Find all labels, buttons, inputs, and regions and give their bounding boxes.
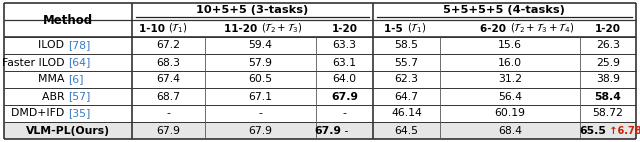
Text: 11-20: 11-20 xyxy=(224,23,260,34)
Text: 58.72: 58.72 xyxy=(593,108,623,119)
Text: -: - xyxy=(166,108,170,119)
Text: 62.3: 62.3 xyxy=(394,75,419,84)
Text: DMD+IFD: DMD+IFD xyxy=(12,108,68,119)
Text: 67.1: 67.1 xyxy=(248,91,273,102)
Text: [78]: [78] xyxy=(68,40,90,51)
Text: 59.4: 59.4 xyxy=(248,40,273,51)
Text: 1-20: 1-20 xyxy=(595,23,621,34)
Text: 5+5+5+5 (4-tasks): 5+5+5+5 (4-tasks) xyxy=(444,5,565,15)
Text: 65.5: 65.5 xyxy=(579,126,606,135)
Text: 56.4: 56.4 xyxy=(498,91,522,102)
Text: 57.9: 57.9 xyxy=(248,58,273,67)
Text: ABR: ABR xyxy=(42,91,68,102)
Text: 67.9: 67.9 xyxy=(331,91,358,102)
Text: $(\mathcal{T}_2 + \mathcal{T}_3)$: $(\mathcal{T}_2 + \mathcal{T}_3)$ xyxy=(260,22,302,35)
Text: [35]: [35] xyxy=(68,108,90,119)
Text: -: - xyxy=(342,126,349,135)
Text: 60.19: 60.19 xyxy=(495,108,525,119)
Text: 67.9: 67.9 xyxy=(314,126,342,135)
Text: 68.4: 68.4 xyxy=(498,126,522,135)
Text: 58.5: 58.5 xyxy=(394,40,419,51)
Text: 67.9: 67.9 xyxy=(156,126,180,135)
Text: 46.14: 46.14 xyxy=(391,108,422,119)
Text: 10+5+5 (3-tasks): 10+5+5 (3-tasks) xyxy=(196,5,308,15)
Text: 67.9: 67.9 xyxy=(248,126,273,135)
Text: [6]: [6] xyxy=(68,75,83,84)
Text: MMA: MMA xyxy=(38,75,68,84)
Text: ILOD: ILOD xyxy=(38,40,68,51)
Text: 64.0: 64.0 xyxy=(332,75,356,84)
Text: 31.2: 31.2 xyxy=(498,75,522,84)
Text: Faster ILOD: Faster ILOD xyxy=(2,58,68,67)
Text: 68.7: 68.7 xyxy=(156,91,180,102)
Text: Method: Method xyxy=(43,13,93,27)
Text: 63.1: 63.1 xyxy=(332,58,356,67)
Text: ↑6.78: ↑6.78 xyxy=(606,126,640,135)
Text: 68.3: 68.3 xyxy=(156,58,180,67)
Bar xyxy=(4,122,636,139)
Text: 67.4: 67.4 xyxy=(156,75,180,84)
Text: $(\mathcal{T}_1)$: $(\mathcal{T}_1)$ xyxy=(168,22,188,35)
Text: 64.7: 64.7 xyxy=(394,91,419,102)
Text: 1-20: 1-20 xyxy=(332,23,358,34)
Text: 67.2: 67.2 xyxy=(156,40,180,51)
Text: -: - xyxy=(259,108,262,119)
Text: -: - xyxy=(342,108,346,119)
Text: VLM-PL(Ours): VLM-PL(Ours) xyxy=(26,126,110,135)
Text: 15.6: 15.6 xyxy=(498,40,522,51)
Text: 63.3: 63.3 xyxy=(332,40,356,51)
Text: 55.7: 55.7 xyxy=(394,58,419,67)
Text: 1-10: 1-10 xyxy=(139,23,168,34)
Text: 58.4: 58.4 xyxy=(595,91,621,102)
Text: [64]: [64] xyxy=(68,58,90,67)
Text: 1-5: 1-5 xyxy=(384,23,406,34)
Text: 60.5: 60.5 xyxy=(248,75,273,84)
Text: 6-20: 6-20 xyxy=(481,23,510,34)
Text: 26.3: 26.3 xyxy=(596,40,620,51)
Text: $(\mathcal{T}_1)$: $(\mathcal{T}_1)$ xyxy=(406,22,426,35)
Text: 64.5: 64.5 xyxy=(394,126,419,135)
Text: [57]: [57] xyxy=(68,91,90,102)
Text: 38.9: 38.9 xyxy=(596,75,620,84)
Text: 16.0: 16.0 xyxy=(498,58,522,67)
Text: 25.9: 25.9 xyxy=(596,58,620,67)
Text: $(\mathcal{T}_2 + \mathcal{T}_3 + \mathcal{T}_4)$: $(\mathcal{T}_2 + \mathcal{T}_3 + \mathc… xyxy=(510,22,574,35)
